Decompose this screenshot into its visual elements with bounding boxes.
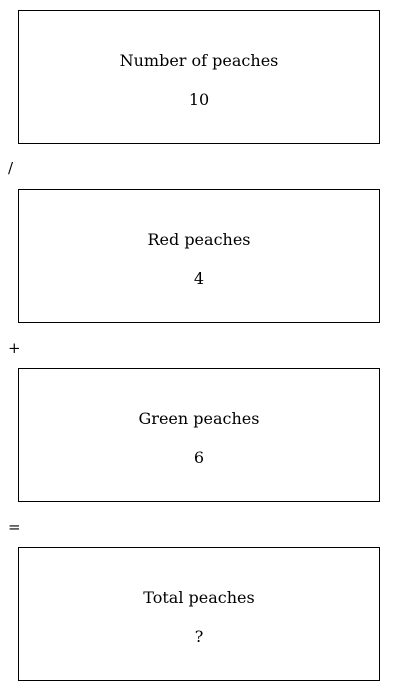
box-label: Number of peaches — [119, 51, 279, 70]
box-label: Green peaches — [138, 409, 260, 428]
green-peaches-box: Green peaches 6 — [18, 368, 380, 502]
plus-operator: + — [8, 339, 21, 357]
box-value: ? — [194, 627, 204, 646]
box-value: 4 — [193, 269, 205, 288]
equals-operator: = — [8, 518, 21, 536]
total-peaches-box: Total peaches ? — [18, 547, 380, 681]
divide-operator: / — [8, 159, 14, 177]
number-of-peaches-box: Number of peaches 10 — [18, 10, 380, 144]
box-label: Total peaches — [143, 588, 255, 607]
box-value: 10 — [188, 90, 210, 109]
box-label: Red peaches — [147, 230, 251, 249]
red-peaches-box: Red peaches 4 — [18, 189, 380, 323]
box-value: 6 — [193, 448, 205, 467]
